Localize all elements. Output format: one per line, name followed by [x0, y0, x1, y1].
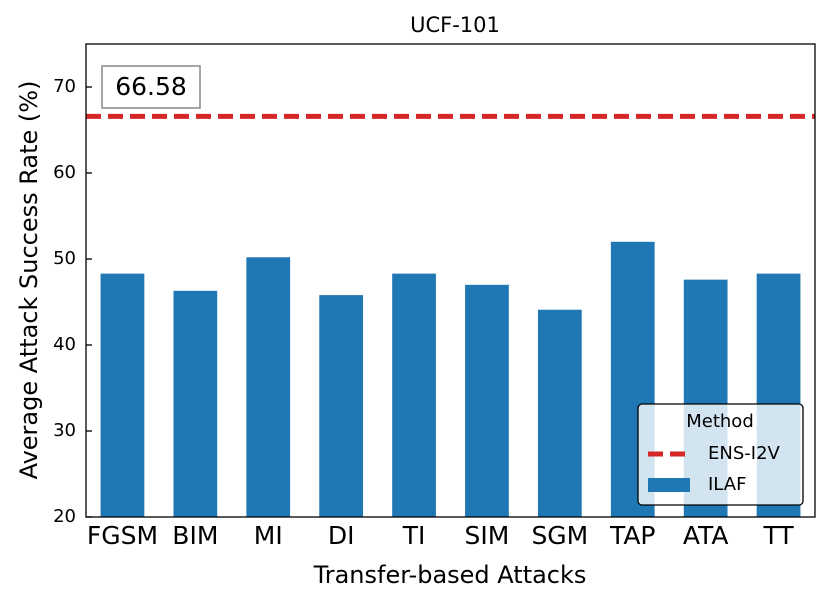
legend-title: Method: [686, 411, 754, 432]
x-tick-label: FGSM: [87, 521, 158, 550]
bar: [465, 284, 509, 517]
y-tick-label: 30: [53, 420, 76, 441]
bar: [173, 290, 218, 517]
bar: [100, 273, 145, 517]
bar: [319, 295, 364, 517]
x-tick-label: SIM: [465, 521, 510, 550]
y-tick-label: 60: [53, 162, 76, 183]
bar: [537, 309, 582, 517]
x-axis-label: Transfer-based Attacks: [313, 561, 587, 589]
annotation-box: [101, 65, 201, 109]
y-tick-label: 20: [53, 506, 76, 527]
legend-label: ENS-I2V: [708, 443, 781, 464]
x-tick-label: DI: [328, 521, 355, 550]
chart-title: UCF-101: [410, 13, 500, 37]
x-tick-label: TI: [402, 521, 426, 550]
legend-label: ILAF: [708, 474, 746, 495]
x-tick-label: BIM: [172, 521, 218, 550]
y-tick-label: 70: [53, 76, 76, 97]
x-tick-label: ATA: [683, 521, 729, 550]
annotation: 66.58: [115, 72, 187, 101]
bar: [392, 273, 436, 517]
y-tick-label: 50: [53, 248, 76, 269]
x-tick-label: MI: [254, 521, 283, 550]
legend-swatch: [648, 478, 690, 492]
y-axis-label: Average Attack Success Rate (%): [15, 81, 43, 480]
x-tick-label: TT: [762, 521, 794, 550]
y-tick-label: 40: [53, 334, 76, 355]
x-tick-label: TAP: [609, 521, 656, 550]
x-tick-label: SGM: [531, 521, 588, 550]
bar: [246, 257, 291, 517]
plot-frame: [85, 43, 816, 518]
